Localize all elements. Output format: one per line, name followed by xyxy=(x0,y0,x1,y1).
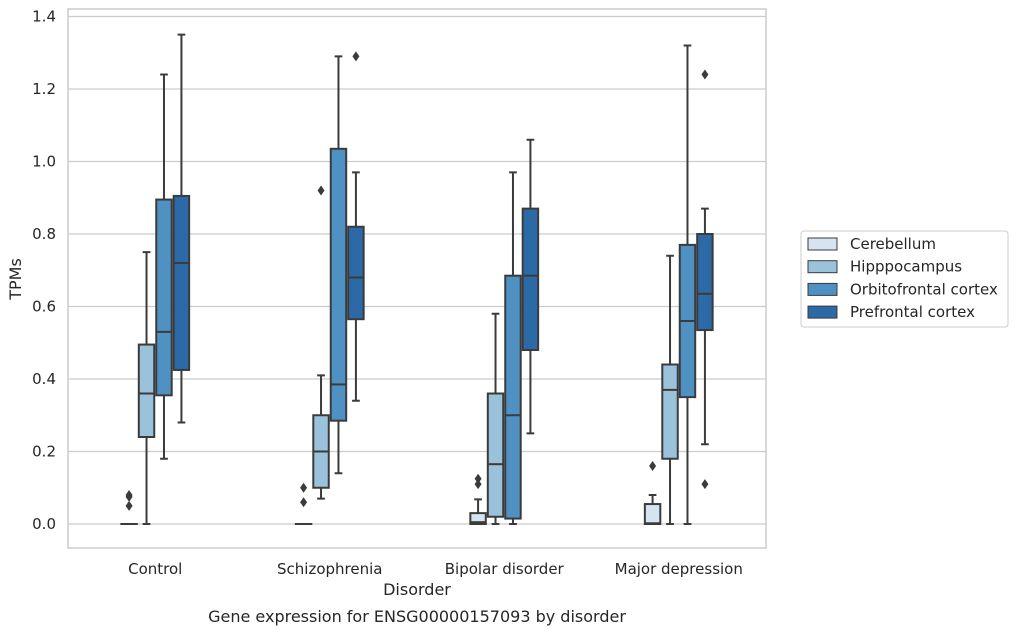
legend-label: Prefrontal cortex xyxy=(850,303,975,321)
y-tick-label: 0.0 xyxy=(32,515,56,533)
box-0-2 xyxy=(469,473,487,525)
y-tick-label: 0.4 xyxy=(32,370,56,388)
boxes xyxy=(120,33,714,526)
box-0-3 xyxy=(643,461,662,525)
outlier-point xyxy=(317,185,325,196)
x-axis-label: Disorder xyxy=(383,580,451,599)
box-3-3 xyxy=(696,69,714,490)
y-tick-label: 1.2 xyxy=(32,80,56,98)
legend-swatch xyxy=(807,237,838,251)
y-axis-label: TPMs xyxy=(6,258,25,301)
box-body xyxy=(661,363,679,460)
box-3-0 xyxy=(172,33,191,424)
box-body xyxy=(643,503,662,525)
x-tick-label: Schizophrenia xyxy=(277,560,382,578)
y-tick-label: 0.6 xyxy=(32,298,56,316)
box-2-2 xyxy=(504,171,522,525)
y-tick-label: 1.0 xyxy=(32,153,56,171)
box-3-1 xyxy=(347,51,365,402)
outlier-point xyxy=(474,473,482,484)
x-tick-label: Control xyxy=(128,560,182,578)
box-body xyxy=(329,147,348,422)
legend-label: Orbitofrontal cortex xyxy=(850,280,998,298)
outlier-point xyxy=(474,479,482,490)
box-body xyxy=(521,207,540,351)
box-1-2 xyxy=(486,312,505,525)
box-body xyxy=(486,392,505,518)
box-body xyxy=(504,274,522,520)
y-tick-label: 0.8 xyxy=(32,225,56,243)
y-tick-label: 1.4 xyxy=(32,8,56,26)
outlier-point xyxy=(701,69,709,80)
outlier-point xyxy=(125,490,133,500)
y-tick-label: 0.2 xyxy=(32,443,56,461)
box-body xyxy=(347,225,365,321)
box-3-2 xyxy=(521,138,540,435)
chart-caption: Gene expression for ENSG00000157093 by d… xyxy=(208,607,626,626)
box-0-0 xyxy=(120,490,138,526)
box-2-3 xyxy=(678,44,697,525)
outlier-point xyxy=(300,497,308,508)
box-body xyxy=(155,198,173,397)
outlier-point xyxy=(125,500,133,511)
legend-swatch xyxy=(807,282,838,296)
y-axis-ticks: 0.0 0.2 0.4 0.6 0.8 1.0 1.2 1.4 xyxy=(32,8,56,534)
outlier-point xyxy=(352,51,360,62)
box-1-1 xyxy=(312,185,330,500)
box-0-1 xyxy=(294,482,313,526)
legend-swatch xyxy=(807,260,838,274)
legend-frame xyxy=(800,230,1009,328)
box-body xyxy=(137,343,156,438)
outlier-point xyxy=(300,482,308,493)
legend-swatch xyxy=(807,305,838,319)
box-2-0 xyxy=(155,73,173,460)
box-2-1 xyxy=(329,55,348,475)
box-body xyxy=(172,194,191,371)
legend: Cerebellum Hipppocampus Orbitofrontal cort… xyxy=(800,230,1009,328)
box-body xyxy=(469,512,487,525)
x-tick-label: Major depression xyxy=(615,560,743,578)
outlier-point xyxy=(649,461,657,471)
box-body xyxy=(696,233,714,332)
box-1-0 xyxy=(137,251,156,525)
x-tick-label: Bipolar disorder xyxy=(445,560,565,578)
x-axis-ticks: Control Schizophrenia Bipolar disorder Majo… xyxy=(128,560,743,578)
plot-frame xyxy=(67,8,767,549)
legend-label: Cerebellum xyxy=(850,235,936,253)
legend-label: Hipppocampus xyxy=(850,258,962,276)
outlier-point xyxy=(701,479,709,490)
box-1-3 xyxy=(661,254,679,525)
